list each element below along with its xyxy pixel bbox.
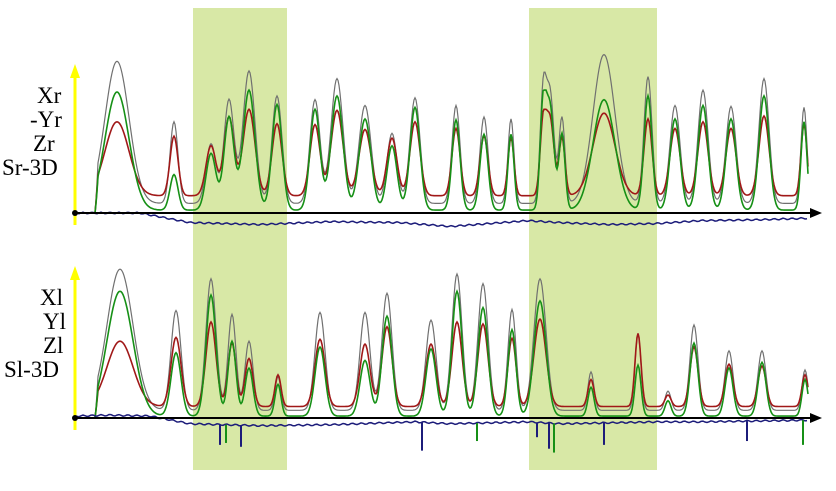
top-panel: Xr -Yr Zr Sr-3D bbox=[2, 53, 822, 228]
legend-label-sl-3d: Sl-3D bbox=[4, 357, 59, 382]
top-series-group bbox=[74, 53, 809, 228]
legend-label-zl: Zl bbox=[43, 333, 63, 358]
bottom-x-axis-arrow bbox=[810, 413, 822, 423]
legend-label-xl: Xl bbox=[40, 285, 63, 310]
legend-label-yl: Yl bbox=[43, 309, 66, 334]
bottom-panel: Xl Yl Zl Sl-3D bbox=[4, 266, 822, 453]
top-series-z-line bbox=[94, 88, 809, 214]
top-origin bbox=[72, 210, 78, 216]
bottom-origin bbox=[72, 415, 78, 421]
bottom-series-z-line bbox=[94, 289, 809, 419]
legend-label-xr: Xr bbox=[37, 83, 62, 108]
top-series-s-line bbox=[74, 211, 808, 228]
legend-label-zr: Zr bbox=[33, 131, 55, 156]
legend-label-yr: -Yr bbox=[30, 107, 62, 132]
bottom-series-x-line bbox=[94, 268, 809, 419]
top-y-axis-arrow bbox=[70, 64, 80, 78]
bottom-series-s-line bbox=[74, 413, 808, 428]
top-x-axis-arrow bbox=[810, 208, 822, 218]
legend-label-sr-3d: Sr-3D bbox=[2, 155, 58, 180]
highlight-band-2 bbox=[529, 8, 657, 470]
bottom-y-axis-arrow bbox=[70, 266, 80, 280]
bottom-series-group bbox=[74, 268, 809, 453]
